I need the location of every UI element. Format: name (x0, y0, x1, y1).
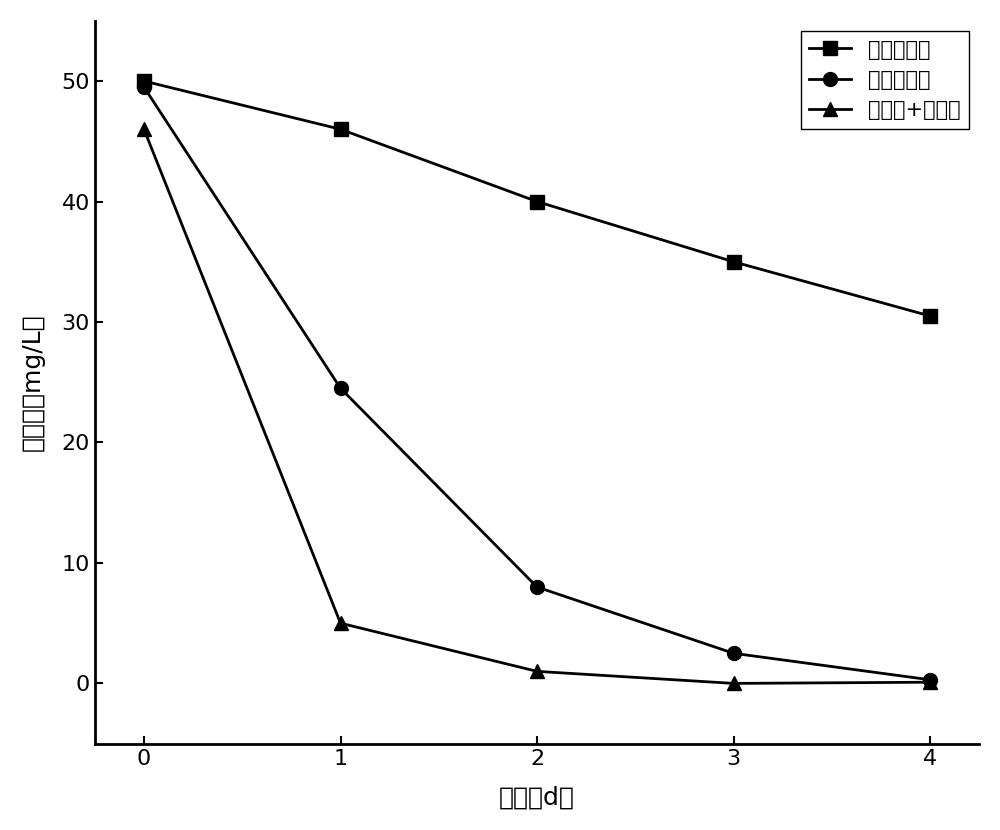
空白对照组 (335, 124, 347, 134)
Line: 单一降解菌: 单一降解菌 (137, 81, 937, 686)
Line: 空白对照组: 空白对照组 (137, 74, 937, 323)
单一降解菌 (728, 648, 740, 658)
降解菌+解脲菌 (138, 124, 150, 134)
Y-axis label: 萌浓度（mg/L）: 萌浓度（mg/L） (21, 314, 45, 451)
空白对照组 (728, 256, 740, 266)
空白对照组 (924, 311, 936, 321)
单一降解菌 (531, 582, 543, 592)
单一降解菌 (138, 82, 150, 92)
降解菌+解脲菌 (924, 677, 936, 687)
Line: 降解菌+解脲菌: 降解菌+解脲菌 (137, 122, 937, 691)
Legend: 空白对照组, 单一降解菌, 降解菌+解脲菌: 空白对照组, 单一降解菌, 降解菌+解脲菌 (801, 32, 969, 129)
单一降解菌 (335, 383, 347, 393)
空白对照组 (138, 76, 150, 86)
降解菌+解脲菌 (335, 618, 347, 628)
降解菌+解脲菌 (728, 678, 740, 688)
降解菌+解脲菌 (531, 666, 543, 676)
单一降解菌 (924, 675, 936, 685)
X-axis label: 时间（d）: 时间（d） (499, 785, 575, 809)
空白对照组 (531, 197, 543, 207)
